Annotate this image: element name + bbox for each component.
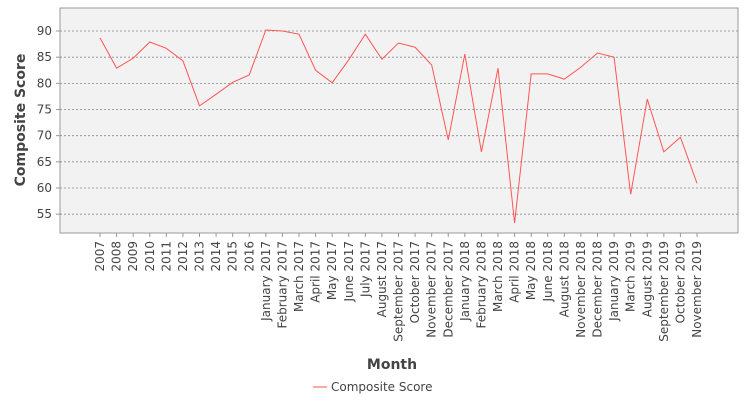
x-tick-label: June 2017 — [342, 241, 356, 303]
x-tick-label: October 2017 — [408, 241, 422, 323]
x-tick-label: October 2019 — [673, 241, 687, 323]
x-tick-label: December 2017 — [441, 241, 455, 338]
y-axis-title: Composite Score — [13, 54, 29, 187]
x-tick-label: May 2018 — [524, 241, 538, 300]
y-tick-label: 80 — [37, 76, 52, 90]
x-tick-label: March 2019 — [624, 241, 638, 312]
x-tick-label: 2013 — [193, 241, 207, 272]
x-tick-label: 2007 — [93, 241, 107, 272]
y-tick-label: 90 — [37, 24, 52, 38]
x-tick-label: May 2017 — [325, 241, 339, 300]
x-tick-label: September 2017 — [392, 241, 406, 342]
x-tick-label: January 2019 — [607, 241, 621, 322]
x-tick-label: November 2017 — [425, 241, 439, 338]
x-tick-label: February 2017 — [275, 241, 289, 329]
x-tick-label: February 2018 — [474, 241, 488, 329]
x-tick-label: March 2017 — [292, 241, 306, 312]
y-tick-label: 55 — [37, 207, 52, 221]
x-tick-label: 2008 — [110, 241, 124, 272]
x-tick-label: January 2017 — [259, 241, 273, 322]
x-tick-label: 2011 — [159, 241, 173, 272]
x-tick-label: 2009 — [126, 241, 140, 272]
x-tick-label: 2015 — [226, 241, 240, 272]
legend-label: Composite Score — [331, 380, 432, 394]
x-tick-label: August 2017 — [375, 241, 389, 317]
y-tick-label: 60 — [37, 181, 52, 195]
x-tick-label: April 2018 — [508, 241, 522, 303]
x-tick-label: 2014 — [209, 241, 223, 272]
series-line — [99, 29, 698, 224]
y-tick-label: 65 — [37, 155, 52, 169]
x-tick-label: January 2018 — [458, 241, 472, 322]
plot-area — [59, 7, 739, 234]
x-tick-label: March 2018 — [491, 241, 505, 312]
x-tick-label: August 2019 — [640, 241, 654, 317]
x-tick-label: July 2017 — [358, 241, 372, 298]
y-tick-label: 70 — [37, 129, 52, 143]
x-tick-label: December 2018 — [591, 241, 605, 338]
x-tick-label: 2010 — [143, 241, 157, 272]
x-tick-label: November 2018 — [574, 241, 588, 338]
x-tick-label: June 2018 — [541, 241, 555, 303]
x-tick-label: 2012 — [176, 241, 190, 272]
x-tick-label: September 2019 — [657, 241, 671, 342]
x-tick-label: 2016 — [242, 241, 256, 272]
x-tick-label: August 2018 — [557, 241, 571, 317]
y-tick-label: 85 — [37, 50, 52, 64]
y-tick-label: 75 — [37, 103, 52, 117]
x-tick-label: April 2017 — [309, 241, 323, 303]
x-axis-title: Month — [367, 357, 417, 373]
x-tick-label: November 2019 — [690, 241, 704, 338]
